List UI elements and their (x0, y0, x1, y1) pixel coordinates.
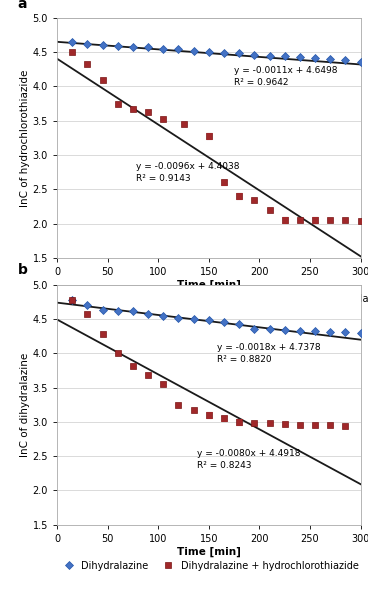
Legend: Dihydralazine, Dihydralazine + hydrochlorothiazide: Dihydralazine, Dihydralazine + hydrochlo… (59, 561, 358, 571)
Text: y = -0.0096x + 4.4038
R² = 0.9143: y = -0.0096x + 4.4038 R² = 0.9143 (136, 162, 240, 183)
Text: b: b (18, 263, 28, 278)
X-axis label: Time [min]: Time [min] (177, 280, 241, 290)
Text: y = -0.0011x + 4.6498
R² = 0.9642: y = -0.0011x + 4.6498 R² = 0.9642 (234, 66, 338, 87)
Y-axis label: lnC of dihydralazine: lnC of dihydralazine (20, 353, 30, 457)
Text: y = -0.0080x + 4.4918
R² = 0.8243: y = -0.0080x + 4.4918 R² = 0.8243 (197, 449, 300, 470)
Text: y = -0.0018x + 4.7378
R² = 0.8820: y = -0.0018x + 4.7378 R² = 0.8820 (217, 343, 321, 364)
Legend: Hydrochlorothiazide, Hydrochlorothiazide + dihydralazine: Hydrochlorothiazide, Hydrochlorothiazide… (59, 294, 368, 304)
Y-axis label: lnC of hydrochlorothiazide: lnC of hydrochlorothiazide (20, 69, 30, 206)
Text: a: a (18, 0, 27, 11)
X-axis label: Time [min]: Time [min] (177, 547, 241, 557)
